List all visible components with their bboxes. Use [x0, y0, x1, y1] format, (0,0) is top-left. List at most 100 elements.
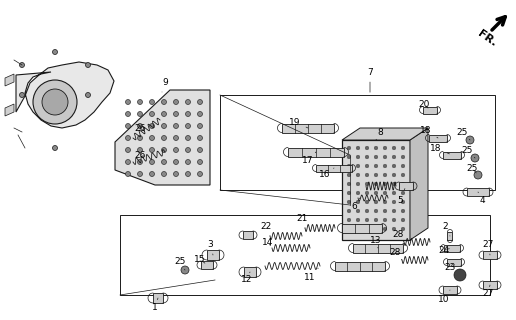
Circle shape	[347, 227, 351, 231]
Circle shape	[137, 100, 142, 105]
Circle shape	[173, 148, 179, 153]
Polygon shape	[483, 251, 497, 259]
Circle shape	[125, 172, 131, 177]
Circle shape	[150, 124, 154, 129]
Polygon shape	[443, 286, 457, 294]
Circle shape	[471, 154, 479, 162]
Circle shape	[162, 172, 167, 177]
Circle shape	[185, 111, 190, 116]
Circle shape	[374, 155, 378, 159]
Text: 25: 25	[461, 146, 475, 158]
Circle shape	[150, 111, 154, 116]
Polygon shape	[447, 259, 461, 266]
Circle shape	[392, 164, 396, 168]
Circle shape	[392, 173, 396, 177]
Circle shape	[401, 218, 405, 222]
Text: 22: 22	[261, 221, 271, 236]
Circle shape	[356, 209, 360, 213]
Text: 9: 9	[162, 77, 168, 92]
Circle shape	[86, 92, 90, 98]
Circle shape	[185, 100, 190, 105]
Circle shape	[365, 209, 369, 213]
Circle shape	[392, 182, 396, 186]
Text: 28: 28	[392, 229, 404, 242]
Circle shape	[347, 146, 351, 150]
Circle shape	[374, 209, 378, 213]
Circle shape	[347, 164, 351, 168]
Circle shape	[401, 182, 405, 186]
Circle shape	[162, 124, 167, 129]
Polygon shape	[288, 148, 344, 156]
Text: 3: 3	[207, 239, 213, 255]
Circle shape	[383, 182, 387, 186]
Text: 15: 15	[194, 254, 206, 263]
Text: 26: 26	[134, 150, 146, 159]
Text: 10: 10	[438, 290, 450, 305]
Circle shape	[365, 173, 369, 177]
Circle shape	[401, 200, 405, 204]
Circle shape	[185, 159, 190, 164]
Circle shape	[365, 200, 369, 204]
Circle shape	[125, 159, 131, 164]
Circle shape	[401, 227, 405, 231]
Polygon shape	[207, 250, 219, 260]
Circle shape	[392, 209, 396, 213]
Circle shape	[150, 148, 154, 153]
Circle shape	[365, 182, 369, 186]
Polygon shape	[342, 128, 428, 140]
Polygon shape	[316, 164, 352, 172]
Circle shape	[185, 172, 190, 177]
Circle shape	[356, 182, 360, 186]
Circle shape	[392, 218, 396, 222]
Circle shape	[383, 191, 387, 195]
Text: 11: 11	[304, 268, 318, 283]
Text: 28: 28	[389, 247, 402, 260]
Circle shape	[198, 100, 202, 105]
Text: 26: 26	[134, 124, 146, 132]
Text: 8: 8	[376, 127, 383, 140]
Polygon shape	[16, 62, 114, 128]
Circle shape	[173, 172, 179, 177]
Circle shape	[42, 89, 68, 115]
Circle shape	[181, 266, 189, 274]
Circle shape	[347, 173, 351, 177]
Circle shape	[365, 155, 369, 159]
Circle shape	[347, 155, 351, 159]
Circle shape	[454, 269, 466, 281]
Text: FR.: FR.	[476, 28, 498, 48]
Circle shape	[162, 135, 167, 140]
Text: 27: 27	[482, 285, 494, 299]
Circle shape	[150, 100, 154, 105]
Polygon shape	[467, 188, 489, 196]
Circle shape	[383, 155, 387, 159]
Circle shape	[173, 100, 179, 105]
Circle shape	[356, 200, 360, 204]
Circle shape	[401, 146, 405, 150]
Circle shape	[185, 135, 190, 140]
Polygon shape	[399, 182, 413, 190]
Circle shape	[347, 218, 351, 222]
Text: 18: 18	[430, 143, 449, 154]
Text: 25: 25	[174, 258, 186, 270]
Polygon shape	[423, 107, 437, 114]
Circle shape	[347, 182, 351, 186]
Circle shape	[401, 209, 405, 213]
Text: 16: 16	[319, 168, 334, 179]
Circle shape	[125, 135, 131, 140]
Text: 23: 23	[444, 263, 456, 273]
Circle shape	[401, 191, 405, 195]
Bar	[342, 140, 410, 240]
Circle shape	[137, 159, 142, 164]
Circle shape	[53, 50, 57, 54]
Polygon shape	[353, 244, 403, 252]
Text: 7: 7	[367, 68, 373, 92]
Circle shape	[356, 191, 360, 195]
Text: 25: 25	[456, 127, 470, 140]
Circle shape	[383, 218, 387, 222]
Polygon shape	[444, 244, 460, 252]
Text: 24: 24	[439, 245, 449, 254]
Circle shape	[162, 100, 167, 105]
Circle shape	[374, 182, 378, 186]
Circle shape	[374, 146, 378, 150]
Circle shape	[198, 148, 202, 153]
